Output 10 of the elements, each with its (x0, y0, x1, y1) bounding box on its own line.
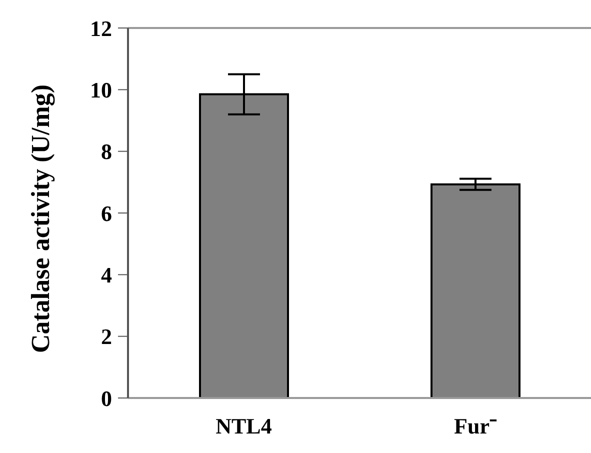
y-tick-label: 2 (101, 324, 112, 350)
y-tick-label: 12 (90, 16, 112, 41)
y-tick-label: 8 (101, 139, 112, 164)
y-tick-label: 10 (90, 77, 112, 102)
y-tick-label: 4 (101, 262, 112, 288)
y-tick-label: 0 (101, 386, 112, 411)
y-tick-label: 6 (101, 200, 112, 226)
x-tick-label: Fur⁻ (454, 414, 498, 439)
y-axis-title: Catalase activity (U/mg) (26, 84, 56, 353)
x-tick-label: NTL4 (216, 414, 272, 439)
